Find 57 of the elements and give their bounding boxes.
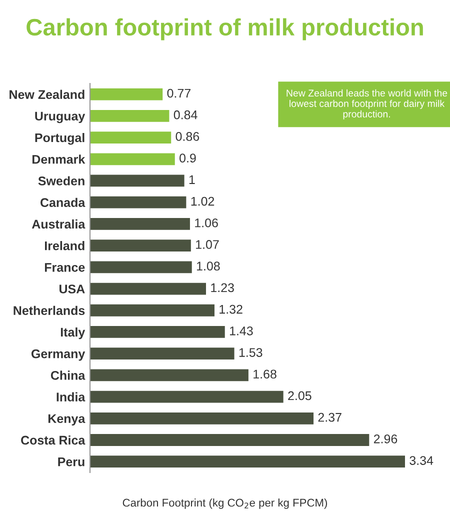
y-tick-label: France — [44, 263, 85, 272]
data-label: 1.06 — [195, 218, 218, 228]
data-label: 1.07 — [196, 240, 219, 249]
bar — [90, 326, 225, 338]
bar — [90, 369, 248, 382]
data-label: 1.32 — [220, 304, 242, 314]
bar — [90, 153, 175, 166]
data-label: 1.43 — [230, 326, 253, 336]
bar — [90, 174, 184, 187]
bar — [90, 110, 170, 122]
y-tick-label: Ireland — [44, 241, 84, 250]
y-tick-label: China — [50, 370, 86, 380]
bar — [90, 282, 206, 295]
data-label: 1.68 — [254, 370, 276, 379]
y-tick-label: Australia — [32, 219, 86, 229]
data-label: 0.84 — [174, 110, 198, 120]
y-tick-label: Costa Rica — [21, 435, 86, 445]
bar — [90, 348, 234, 360]
bar — [90, 196, 186, 208]
data-label: 0.86 — [176, 132, 200, 141]
data-label: 2.05 — [288, 391, 312, 400]
y-tick-label: Canada — [40, 198, 86, 207]
data-label: 1 — [189, 175, 195, 184]
bar — [90, 261, 192, 274]
y-tick-label: Peru — [58, 458, 84, 466]
annotation: New Zealand leads the world with the lowest carbon footprint for dairy milk production. — [286, 89, 448, 120]
y-tick-label: Italy — [60, 327, 86, 340]
y-tick-label: Germany — [31, 349, 86, 361]
y-tick-label: Sweden — [38, 176, 84, 186]
data-label: 1.23 — [211, 283, 234, 292]
data-label: 0.77 — [167, 88, 190, 98]
bar — [90, 304, 214, 316]
data-label: 3.34 — [410, 456, 434, 465]
data-label: 1.53 — [239, 348, 262, 357]
data-label: 1.08 — [196, 262, 220, 271]
bar — [90, 132, 172, 144]
y-tick-label: Denmark — [32, 154, 86, 164]
bar — [90, 412, 314, 424]
data-label: 1.02 — [191, 196, 214, 206]
y-tick-label: New Zealand — [10, 90, 84, 99]
bar — [90, 456, 405, 468]
data-label: 0.9 — [180, 154, 196, 162]
data-label: 2.96 — [374, 434, 398, 444]
bar — [90, 240, 191, 252]
x-axis-title: Carbon Footprint (kg CO$_{2}$e per kg FPCM) — [122, 498, 328, 509]
y-tick-label: Uruguay — [35, 112, 86, 124]
y-tick-label: USA — [59, 284, 85, 294]
chart-title: Carbon footprint of milk production — [26, 18, 423, 40]
bar — [90, 390, 284, 403]
data-label: 2.37 — [318, 412, 342, 422]
y-tick-label: Portugal — [35, 133, 84, 145]
bar — [90, 434, 370, 446]
bar — [90, 218, 190, 230]
y-tick-label: Kenya — [48, 414, 86, 426]
bar — [90, 88, 163, 100]
y-tick-label: Netherlands — [14, 306, 85, 316]
y-tick-label: India — [56, 392, 86, 402]
